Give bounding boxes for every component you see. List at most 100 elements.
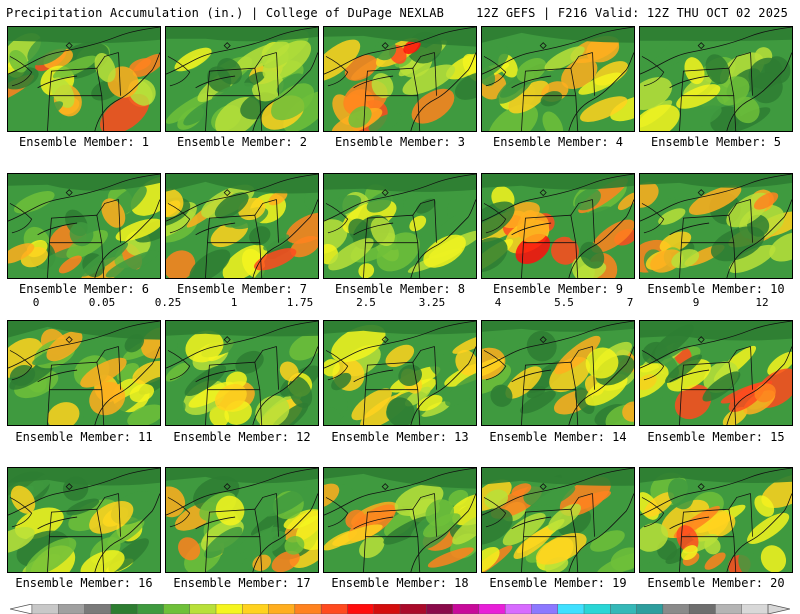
colorbar-swatch-14	[373, 604, 401, 614]
precip-map-20	[640, 468, 792, 572]
precip-legend: 0 0.05 0.25 1 1.75 2.5 3.25 4 5.5 7 9 12	[0, 296, 800, 614]
ensemble-member-label-4: Ensemble Member: 4	[492, 135, 624, 149]
ensemble-member-label-3: Ensemble Member: 3	[334, 135, 466, 149]
precip-map-5	[640, 27, 792, 131]
colorbar-swatch-15	[399, 604, 427, 614]
colorbar-swatch-8	[215, 604, 243, 614]
precip-map-17	[166, 468, 318, 572]
precip-map-7	[166, 174, 318, 278]
ensemble-member-label-10: Ensemble Member: 10	[647, 282, 785, 296]
colorbar-swatch-20	[531, 604, 559, 614]
colorbar-swatch-6	[163, 604, 191, 614]
legend-tick-3: 0.25	[154, 296, 182, 309]
ensemble-member-label-7: Ensemble Member: 7	[176, 282, 308, 296]
colorbar-swatch-21	[557, 604, 585, 614]
colorbar-swatch-27	[715, 604, 743, 614]
ensemble-panel-7	[165, 173, 319, 279]
precip-map-4	[482, 27, 634, 131]
chart-title: Precipitation Accumulation (in.) | Colle…	[6, 6, 445, 20]
ensemble-panel-5	[639, 26, 793, 132]
colorbar-swatch-24	[636, 604, 664, 614]
ensemble-panel-8	[323, 173, 477, 279]
ensemble-panel-20	[639, 467, 793, 573]
ensemble-member-label-12: Ensemble Member: 12	[173, 430, 311, 444]
precip-map-13	[324, 321, 476, 425]
precip-map-9	[482, 174, 634, 278]
ensemble-member-label-13: Ensemble Member: 13	[331, 430, 469, 444]
ensemble-panel-9	[481, 173, 635, 279]
ensemble-panel-19	[481, 467, 635, 573]
colorbar-swatch-5	[136, 604, 164, 614]
legend-tick-1: 0	[32, 296, 40, 309]
colorbar-swatch-17	[452, 604, 480, 614]
ensemble-member-label-18: Ensemble Member: 18	[331, 576, 469, 590]
ensemble-member-label-17: Ensemble Member: 17	[173, 576, 311, 590]
colorbar-swatch-18	[478, 604, 506, 614]
precip-map-6	[8, 174, 160, 278]
ensemble-member-label-6: Ensemble Member: 6	[18, 282, 150, 296]
ensemble-panel-1	[7, 26, 161, 132]
colorbar-swatch-9	[242, 604, 270, 614]
precip-map-12	[166, 321, 318, 425]
ensemble-member-label-8: Ensemble Member: 8	[334, 282, 466, 296]
legend-tick-12: 12	[755, 296, 769, 309]
precip-map-16	[8, 468, 160, 572]
ensemble-panel-17	[165, 467, 319, 573]
ensemble-member-label-19: Ensemble Member: 19	[489, 576, 627, 590]
ensemble-panel-2	[165, 26, 319, 132]
colorbar-swatch-1	[31, 604, 59, 614]
ensemble-panel-4	[481, 26, 635, 132]
precip-map-14	[482, 321, 634, 425]
ensemble-member-label-14: Ensemble Member: 14	[489, 430, 627, 444]
ensemble-member-label-11: Ensemble Member: 11	[15, 430, 153, 444]
colorbar-swatch-11	[294, 604, 322, 614]
ensemble-panel-14	[481, 320, 635, 426]
precip-map-3	[324, 27, 476, 131]
precip-map-11	[8, 321, 160, 425]
legend-tick-11: 9	[692, 296, 700, 309]
legend-tick-2: 0.05	[88, 296, 116, 309]
ensemble-panel-16	[7, 467, 161, 573]
legend-tick-5: 1.75	[286, 296, 314, 309]
ensemble-panel-10	[639, 173, 793, 279]
colorbar-swatch-4	[110, 604, 138, 614]
ensemble-panel-3	[323, 26, 477, 132]
colorbar-swatch-10	[268, 604, 296, 614]
colorbar-swatch-23	[610, 604, 638, 614]
legend-tick-7: 3.25	[418, 296, 446, 309]
ensemble-panel-18	[323, 467, 477, 573]
precip-map-1	[8, 27, 160, 131]
ensemble-panel-6	[7, 173, 161, 279]
ensemble-panel-12	[165, 320, 319, 426]
ensemble-member-label-9: Ensemble Member: 9	[492, 282, 624, 296]
colorbar	[10, 604, 790, 614]
colorbar-swatch-26	[688, 604, 716, 614]
precip-map-15	[640, 321, 792, 425]
legend-tick-4: 1	[230, 296, 238, 309]
colorbar-swatch-2	[58, 604, 86, 614]
colorbar-swatch-19	[504, 604, 532, 614]
colorbar-swatch-16	[426, 604, 454, 614]
colorbar-swatch-22	[583, 604, 611, 614]
ensemble-member-label-5: Ensemble Member: 5	[650, 135, 782, 149]
ensemble-member-label-15: Ensemble Member: 15	[647, 430, 785, 444]
ensemble-member-label-20: Ensemble Member: 20	[647, 576, 785, 590]
precip-map-2	[166, 27, 318, 131]
legend-tick-10: 7	[626, 296, 634, 309]
precip-map-18	[324, 468, 476, 572]
legend-tick-6: 2.5	[356, 296, 376, 309]
precip-map-19	[482, 468, 634, 572]
colorbar-left-arrow	[10, 604, 33, 614]
colorbar-right-arrow	[767, 604, 790, 614]
colorbar-swatch-25	[662, 604, 690, 614]
colorbar-swatch-12	[320, 604, 348, 614]
ensemble-panel-15	[639, 320, 793, 426]
colorbar-swatch-13	[347, 604, 375, 614]
ensemble-member-label-2: Ensemble Member: 2	[176, 135, 308, 149]
colorbar-swatch-28	[741, 604, 769, 614]
precip-map-10	[640, 174, 792, 278]
ensemble-panel-11	[7, 320, 161, 426]
ensemble-member-label-16: Ensemble Member: 16	[15, 576, 153, 590]
legend-tick-8: 4	[494, 296, 502, 309]
ensemble-panel-13	[323, 320, 477, 426]
